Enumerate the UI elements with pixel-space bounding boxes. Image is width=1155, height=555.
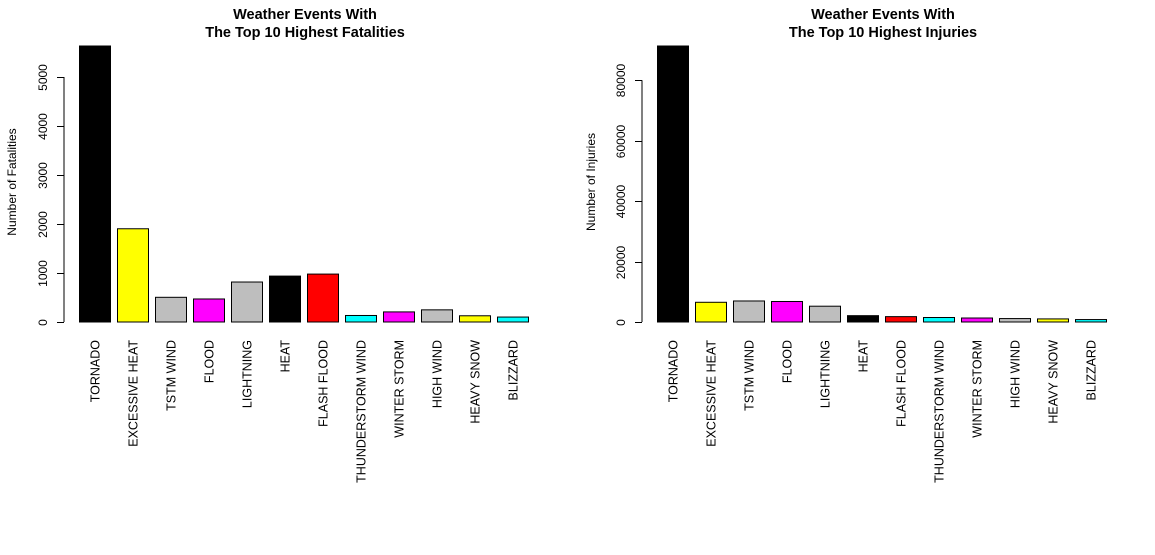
category-label: BLIZZARD xyxy=(1085,340,1099,400)
bar-heat xyxy=(269,275,301,323)
y-tick-label: 20000 xyxy=(614,245,628,279)
y-tick-label: 3000 xyxy=(36,162,50,189)
y-axis-label: Number of Injuries xyxy=(584,133,598,231)
bar-blizzard xyxy=(497,316,529,323)
category-label: THUNDERSTORM WIND xyxy=(355,340,369,483)
category-label: FLOOD xyxy=(203,340,217,383)
bar-tstm-wind xyxy=(733,300,765,323)
bar-flash-flood xyxy=(885,316,917,323)
bar-tstm-wind xyxy=(155,296,187,323)
category-label: HEAT xyxy=(279,340,293,373)
category-label: TORNADO xyxy=(89,340,103,403)
bar-heat xyxy=(847,315,879,323)
bar-flash-flood xyxy=(307,273,339,323)
chart-title-line: The Top 10 Highest Fatalities xyxy=(205,25,405,41)
category-label: WINTER STORM xyxy=(393,340,407,438)
category-label: FLOOD xyxy=(781,340,795,383)
y-axis: 0 20000 40000 60000 80000 xyxy=(614,63,643,326)
bar-tornado xyxy=(657,45,689,323)
y-tick-label: 0 xyxy=(36,319,50,326)
category-label: TSTM WIND xyxy=(743,340,757,411)
bar-lightning xyxy=(809,305,841,323)
category-label: HEAVY SNOW xyxy=(469,340,483,424)
bar-winter-storm xyxy=(383,311,415,323)
bar-excessive-heat xyxy=(117,228,149,323)
fatalities-chart-panel: Weather Events With The Top 10 Highest Fa… xyxy=(5,7,529,483)
fatalities-chart: Weather Events With The Top 10 Highest Fa… xyxy=(5,7,529,483)
y-tick-label: 4000 xyxy=(36,113,50,140)
injuries-chart: Weather Events With The Top 10 Highest In… xyxy=(584,7,1107,483)
chart-title-line: The Top 10 Highest Injuries xyxy=(789,25,977,41)
y-tick-label: 60000 xyxy=(614,124,628,158)
category-label: TSTM WIND xyxy=(165,340,179,411)
y-tick-label: 40000 xyxy=(614,184,628,218)
category-label: TORNADO xyxy=(667,340,681,403)
bar-lightning xyxy=(231,281,263,323)
y-tick-label: 2000 xyxy=(36,211,50,238)
bar-blizzard xyxy=(1075,319,1107,323)
y-tick-label: 80000 xyxy=(614,63,628,97)
bar-high-wind xyxy=(999,318,1031,323)
bar-winter-storm xyxy=(961,317,993,323)
bar-flood xyxy=(193,298,225,323)
bar-thunderstorm-wind xyxy=(923,317,955,323)
chart-title: Weather Events With The Top 10 Highest Fa… xyxy=(205,7,405,41)
y-axis-label: Number of Fatalities xyxy=(5,128,19,235)
category-label: FLASH FLOOD xyxy=(895,340,909,427)
injuries-chart-panel: Weather Events With The Top 10 Highest In… xyxy=(578,0,1155,555)
category-label: HIGH WIND xyxy=(431,340,445,408)
category-label: HEAVY SNOW xyxy=(1047,340,1061,424)
bar-flood xyxy=(771,300,803,323)
category-label: EXCESSIVE HEAT xyxy=(127,340,141,447)
bar-tornado xyxy=(79,45,111,323)
category-label: THUNDERSTORM WIND xyxy=(933,340,947,483)
bar-heavy-snow xyxy=(1037,318,1069,323)
chart-title-line: Weather Events With xyxy=(233,7,377,23)
category-label: LIGHTNING xyxy=(241,340,255,408)
bar-excessive-heat xyxy=(695,301,727,323)
bar-heavy-snow xyxy=(459,315,491,323)
y-axis: 0 1000 2000 3000 4000 5000 xyxy=(36,64,65,326)
chart-title: Weather Events With The Top 10 Highest In… xyxy=(789,7,977,41)
y-tick-label: 0 xyxy=(614,319,628,326)
category-label: EXCESSIVE HEAT xyxy=(705,340,719,447)
category-label: HIGH WIND xyxy=(1009,340,1023,408)
category-label: HEAT xyxy=(857,340,871,373)
category-label: WINTER STORM xyxy=(971,340,985,438)
bar-high-wind xyxy=(421,309,453,323)
category-label: LIGHTNING xyxy=(819,340,833,408)
category-label: FLASH FLOOD xyxy=(317,340,331,427)
y-tick-label: 1000 xyxy=(36,260,50,287)
category-label: BLIZZARD xyxy=(507,340,521,400)
chart-title-line: Weather Events With xyxy=(811,7,955,23)
y-tick-label: 5000 xyxy=(36,64,50,91)
bar-thunderstorm-wind xyxy=(345,314,377,323)
